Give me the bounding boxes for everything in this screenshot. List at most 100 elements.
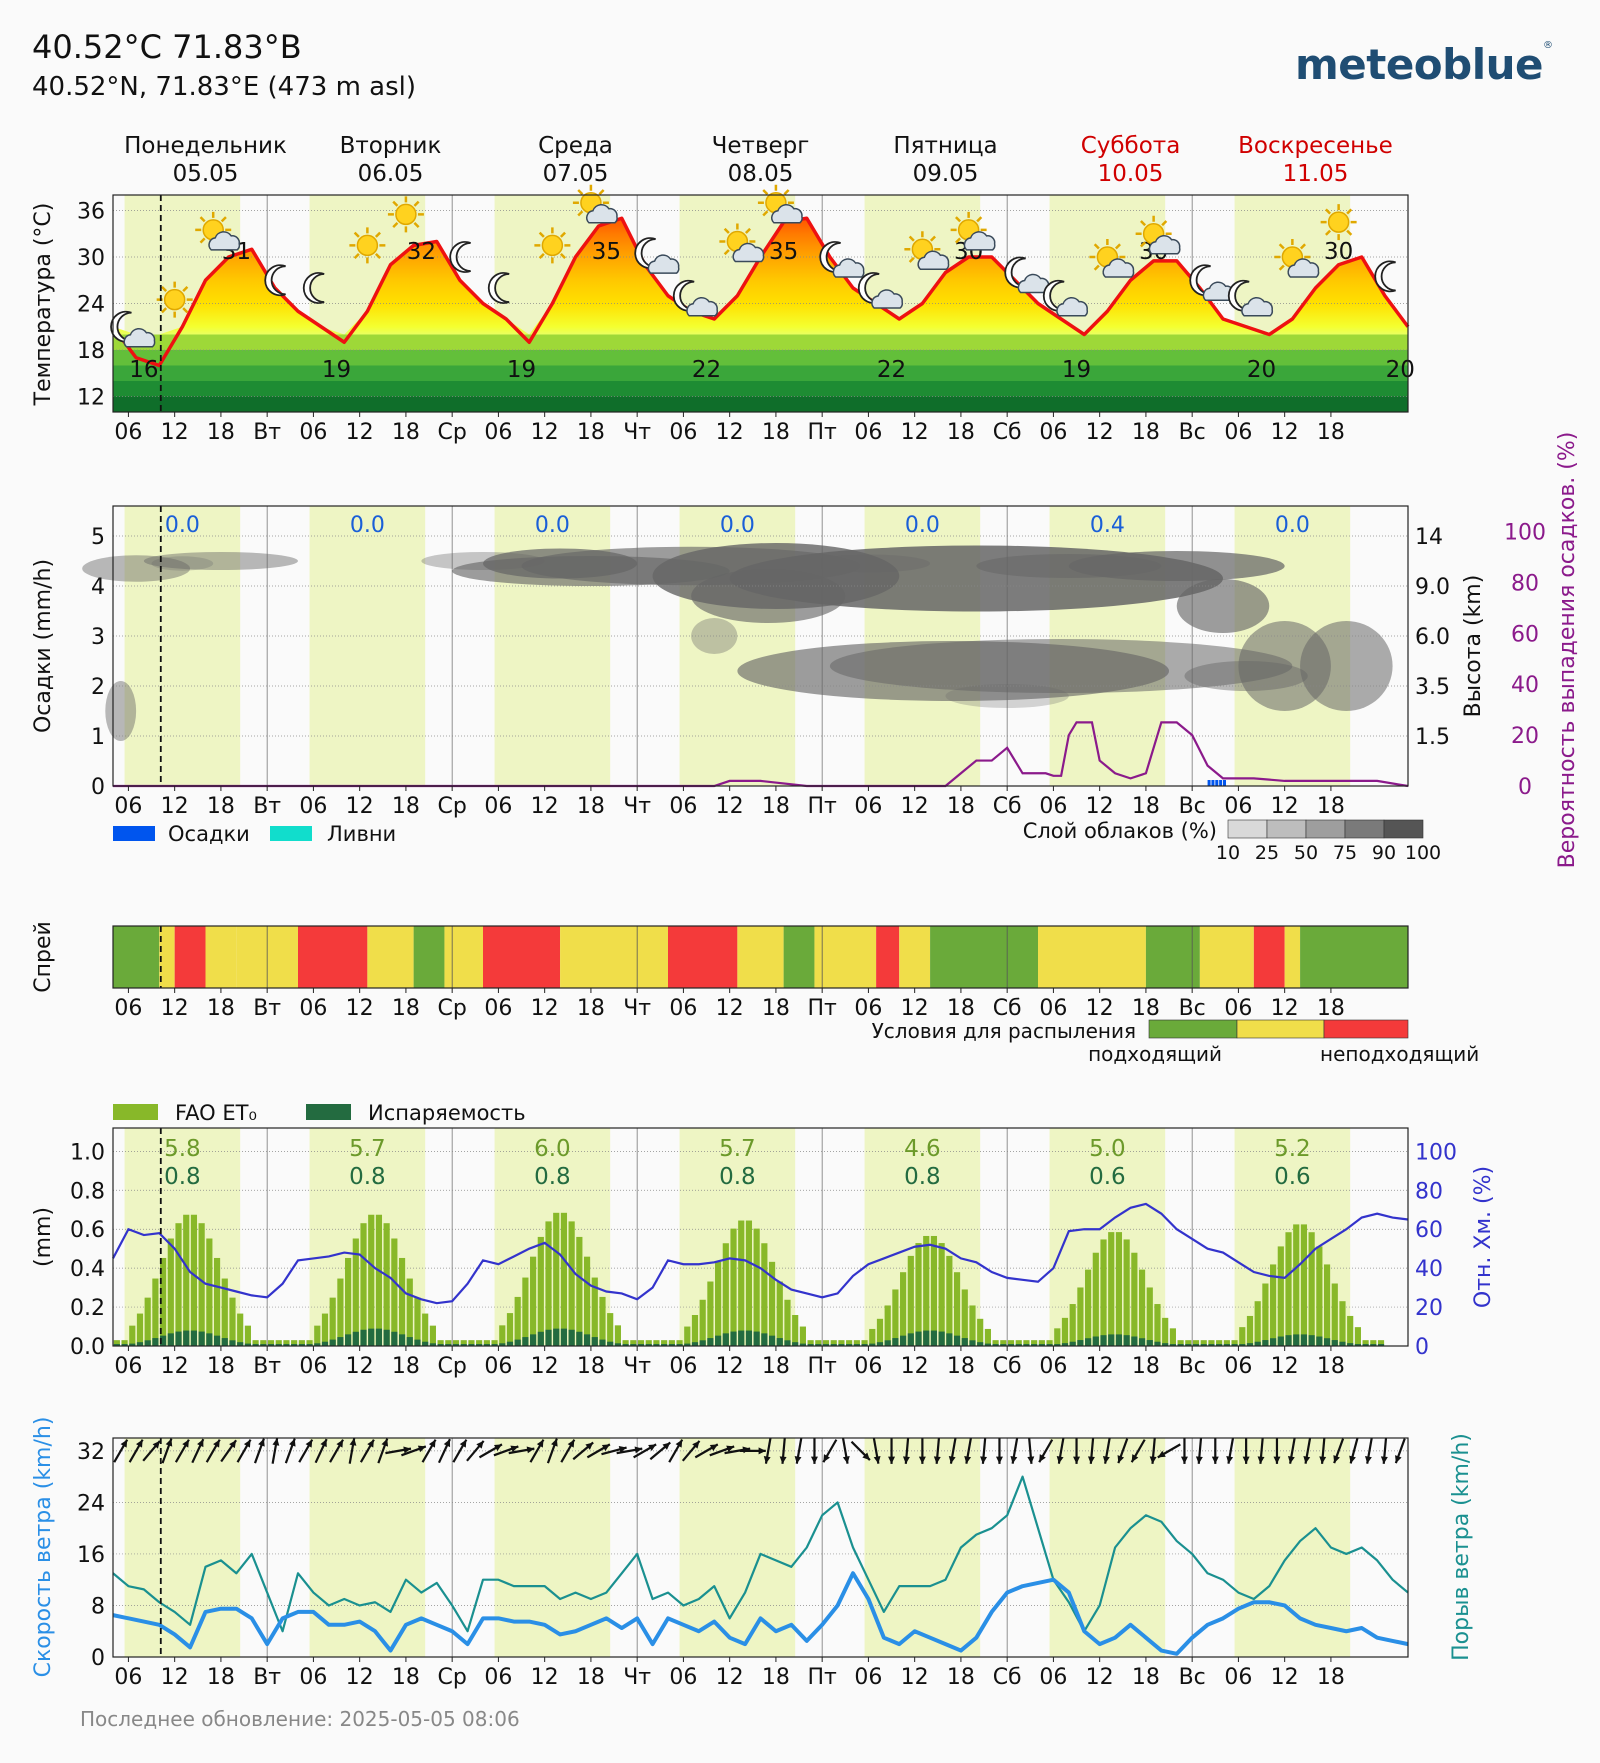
evap-bar <box>144 1340 151 1346</box>
arrow-head <box>779 1456 787 1464</box>
cloud-shape <box>1287 258 1320 278</box>
sun-ray <box>1278 264 1285 271</box>
fao-bar <box>753 1228 760 1346</box>
evap-bar <box>1200 1344 1207 1346</box>
fao-bar <box>607 1313 614 1346</box>
evap-axis-label: (mm) <box>31 1207 56 1267</box>
sun-disc <box>541 234 564 257</box>
x-tick-label: Вт <box>253 996 281 1021</box>
arrow-head <box>933 1456 941 1464</box>
evap-bar <box>1146 1340 1153 1346</box>
temperature-color-band <box>113 365 1408 381</box>
fao-bar <box>846 1340 853 1346</box>
fao-bar <box>1377 1340 1385 1346</box>
x-tick-label: 18 <box>577 794 605 819</box>
fao-bar <box>1138 1269 1146 1346</box>
sun-ray <box>783 189 790 196</box>
fao-bar <box>136 1313 144 1346</box>
fao-bar <box>1031 1340 1038 1346</box>
x-tick-label: Пт <box>807 794 837 819</box>
x-tick-label: 06 <box>299 794 327 819</box>
probability-tick-label: 20 <box>1511 724 1539 749</box>
sun-ray <box>1140 220 1147 227</box>
day-header: Четверг 08.05 <box>661 132 861 188</box>
wind-direction-arrow <box>253 1438 265 1464</box>
x-tick-label: Чт <box>623 420 651 445</box>
evap-bar <box>1031 1344 1038 1346</box>
cloud-icon <box>647 254 680 274</box>
spray-segment <box>205 926 237 988</box>
arrow-head <box>888 1456 896 1464</box>
x-tick-label: Вс <box>1179 1354 1206 1379</box>
cloud-icon <box>1148 235 1181 255</box>
x-tick-label: 06 <box>669 1354 697 1379</box>
arrow-head <box>1303 1455 1311 1464</box>
wind-direction-arrow <box>1130 1439 1146 1463</box>
wind-direction-arrow <box>1380 1437 1388 1464</box>
wind-direction-arrow <box>980 1437 988 1464</box>
x-tick-label: Пт <box>807 420 837 445</box>
fao-bar <box>1177 1340 1184 1346</box>
wind-direction-arrow <box>779 1437 787 1464</box>
evap-bar <box>1085 1338 1092 1346</box>
wind-direction-arrow <box>739 1447 766 1455</box>
sun-ray <box>1140 241 1147 248</box>
x-tick-label: 18 <box>392 420 420 445</box>
arrow-head <box>995 1456 1003 1464</box>
evap-bar <box>1038 1344 1045 1346</box>
fao-bar <box>298 1340 305 1346</box>
x-tick-label: 06 <box>1224 420 1252 445</box>
evap-bar <box>406 1337 413 1346</box>
x-tick-label: 18 <box>577 1665 605 1690</box>
sun-ray <box>413 200 420 207</box>
arrow-head <box>980 1456 988 1464</box>
y-tick-label: 30 <box>77 246 105 271</box>
cloud-icon <box>1287 258 1320 278</box>
cloud-layer <box>691 618 738 654</box>
x-tick-label: 18 <box>1132 794 1160 819</box>
x-tick-label: 12 <box>1086 794 1114 819</box>
fao-bar <box>977 1318 984 1346</box>
sun-ray <box>723 227 730 234</box>
x-tick-label: 06 <box>299 996 327 1021</box>
wind-direction-arrow <box>1303 1437 1312 1464</box>
evap-bar <box>1370 1344 1377 1346</box>
sun-ray <box>559 231 566 238</box>
x-tick-label: 12 <box>531 1354 559 1379</box>
fao-bar <box>1185 1340 1192 1346</box>
evap-bar <box>915 1331 922 1346</box>
evap-bar <box>1054 1344 1061 1346</box>
precip-bar <box>1219 780 1223 786</box>
sun-ray <box>908 256 915 263</box>
fao-bar <box>1077 1287 1084 1346</box>
x-tick-label: 18 <box>762 996 790 1021</box>
wind-direction-arrow <box>508 1446 535 1455</box>
meteoblue-logo[interactable]: meteoblue® <box>1295 40 1553 89</box>
wind-direction-arrow <box>205 1439 221 1463</box>
daily-evap-total: 0.8 <box>534 1164 571 1190</box>
daylight-band <box>1049 1128 1166 1346</box>
fao-bar <box>1169 1328 1176 1346</box>
day-name: Воскресенье <box>1238 133 1393 159</box>
evap-bar <box>375 1328 383 1346</box>
day-date: 10.05 <box>1097 161 1164 187</box>
fao-bar <box>445 1340 452 1346</box>
y-tick-label: 4 <box>91 575 105 600</box>
wind-direction-arrow <box>113 1439 129 1463</box>
arrow-head <box>182 1439 189 1448</box>
day-date: 07.05 <box>542 161 609 187</box>
evap-bar <box>668 1344 675 1346</box>
spray-segment <box>159 926 175 988</box>
temperature-area <box>113 218 1408 335</box>
daylight-band <box>309 1438 426 1657</box>
fao-bar <box>144 1297 151 1346</box>
cloud-shape <box>1102 258 1135 278</box>
evap-bar <box>445 1344 452 1346</box>
cloud-icon <box>208 231 241 251</box>
cloud-legend-swatch <box>1305 819 1346 839</box>
wind-direction-arrow <box>314 1438 328 1464</box>
cloud-legend-swatch <box>1383 819 1424 839</box>
arrow-head <box>1149 1456 1157 1464</box>
sun-ray <box>1093 243 1100 250</box>
day-date: 06.05 <box>357 161 424 187</box>
